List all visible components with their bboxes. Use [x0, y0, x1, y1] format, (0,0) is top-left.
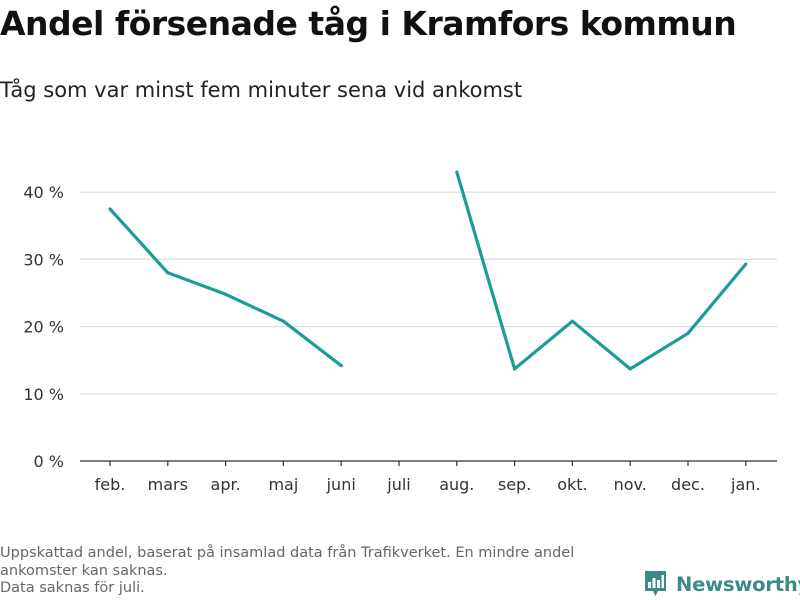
x-tick-label: mars [148, 475, 188, 494]
y-tick-label: 20 % [23, 318, 64, 337]
newsworthy-logo-icon [645, 571, 666, 596]
footnote-line-1: Uppskattad andel, baserat på insamlad da… [0, 545, 575, 579]
data-point [628, 367, 632, 371]
x-tick-label: maj [268, 475, 298, 494]
chart-title: Andel försenade tåg i Kramfors kommun [0, 4, 737, 43]
data-point [224, 292, 228, 296]
data-point [455, 170, 459, 174]
y-tick-label: 30 % [23, 250, 64, 269]
x-tick-label: apr. [211, 475, 241, 494]
data-point [570, 319, 575, 323]
data-point [686, 331, 690, 335]
data-point [281, 319, 285, 323]
y-tick-label: 0 % [34, 452, 64, 471]
footnote-line-2: Data saknas för juli. [0, 580, 145, 596]
data-point [108, 207, 112, 211]
x-tick-label: juli [386, 475, 410, 494]
x-tick-label: okt. [557, 475, 587, 494]
data-point [166, 271, 170, 275]
series-line [108, 207, 343, 367]
y-axis-labels: 0 % 10 % 20 % 30 % 40 % [23, 183, 64, 471]
brand-logo[interactable]: Newsworthy [643, 569, 800, 599]
data-series [108, 170, 748, 371]
y-tick-label: 40 % [23, 183, 64, 202]
x-tick-label: aug. [439, 475, 474, 494]
x-tick-label: jan. [730, 475, 760, 494]
chart-subtitle: Tåg som var minst fem minuter sena vid a… [0, 78, 523, 102]
data-point [513, 367, 517, 371]
x-tick-label: juni [326, 475, 356, 494]
x-tick-label: feb. [95, 475, 126, 494]
brand-name: Newsworthy [676, 572, 800, 596]
x-tick-label: sep. [498, 475, 531, 494]
x-tick-label: dec. [671, 475, 705, 494]
y-tick-label: 10 % [23, 385, 64, 404]
series-line [455, 171, 748, 371]
x-tick-label: nov. [614, 475, 647, 494]
data-point [744, 262, 748, 266]
data-point [339, 363, 343, 368]
gridlines [80, 191, 777, 395]
x-axis: feb. mars apr. maj juni juli aug. sep. okt. nov. d… [80, 460, 777, 494]
footnote: Uppskattad andel, baserat på insamlad da… [0, 545, 630, 598]
